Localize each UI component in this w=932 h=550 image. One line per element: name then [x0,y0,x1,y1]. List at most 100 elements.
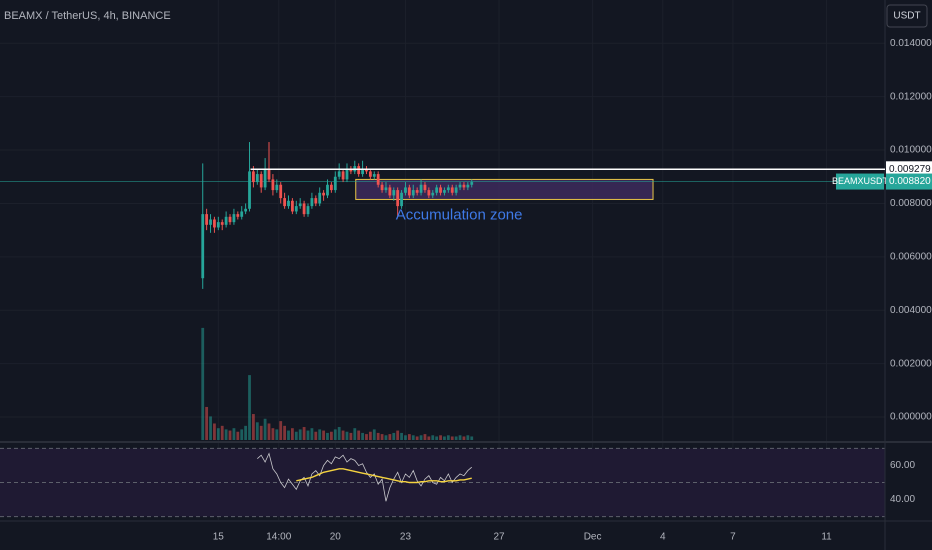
resistance-label: 0.009279 [889,164,931,175]
candle-body [314,198,318,204]
volume-bar [337,427,341,440]
candle-body [275,184,279,191]
rsi-tick-label: 60.00 [890,460,915,471]
candle-body [462,184,466,188]
candle-body [326,184,329,196]
volume-bar [205,406,209,440]
volume-bar [407,434,411,440]
candle-body [365,168,368,172]
candle-body [201,214,205,279]
candle-body [228,216,232,223]
candle-body [318,192,322,204]
volume-bar [443,436,446,440]
y-tick-label: 0.000000 [890,412,932,423]
candle-body [283,198,287,207]
volume-bar [431,435,435,440]
volume-bar [291,428,294,440]
volume-bar [333,429,337,440]
volume-bar [248,375,251,440]
y-tick-label: 0.014000 [890,38,932,49]
volume-bar [419,435,423,440]
volume-bar [466,435,470,440]
volume-bar [458,435,462,440]
candle-body [220,222,224,225]
candle-body [279,184,283,199]
volume-bar [470,436,474,440]
rsi-tick-label: 40.00 [890,494,915,505]
candle-body [392,190,396,196]
volume-bar [396,430,400,440]
candle-body [372,174,376,177]
plot [0,142,885,502]
volume-bar [349,432,353,440]
volume-bar [209,416,212,440]
x-tick-label: 23 [400,532,412,543]
candle-body [419,184,423,193]
volume-bar [353,428,357,440]
candle-body [427,190,431,196]
candle-body [205,214,209,225]
candle-body [224,216,228,225]
volume-bar [361,432,364,440]
x-tick-label: 4 [660,532,666,543]
volume-bar [326,432,329,440]
volume-bar [435,436,439,440]
volume-bar [427,436,431,440]
volume-bar [263,418,267,440]
volume-bar [411,435,415,440]
volume-bar [252,414,255,440]
volume-bar [201,327,205,440]
volume-bar [267,423,271,440]
volume-bar [216,428,220,440]
volume-bar [462,436,466,440]
candle-body [466,184,470,188]
candle-body [443,190,446,193]
candle-body [213,219,216,228]
candle-body [329,184,333,191]
candle-body [349,168,353,172]
volume-bar [220,425,224,440]
overlay: 15 14:00 20 23 27 Dec 4 7 11 0.014000 0.012000 0.01… [213,38,932,543]
volume-bar [283,425,287,440]
candle-body [236,214,240,217]
y-tick-label: 0.008000 [890,198,932,209]
y-tick-label: 0.002000 [890,358,932,369]
candle-body [380,184,384,191]
candle-body [310,198,314,207]
volume-bar [376,432,380,440]
candle-body [357,166,361,175]
currency-button[interactable] [886,4,928,28]
candle-body [454,187,458,193]
candle-body [209,219,212,225]
candle-body [267,168,271,180]
rsi-line [257,452,473,502]
volume-bar [329,431,333,440]
candle-body [400,192,403,207]
volume-bar [341,430,345,440]
volume-bar [439,435,442,440]
volume-bar [450,436,454,440]
currency-button-label[interactable]: USDT [893,11,920,22]
candle-body [263,168,267,188]
volume-bar [275,429,279,440]
volume-bar [368,431,372,440]
candle-body [345,168,349,180]
volume-bar [287,430,290,440]
symbol-label-bg [836,173,884,190]
volume-bar [357,430,361,440]
candle-body [337,171,341,177]
volume-bar [404,435,407,440]
candle-body [388,187,392,196]
volume-bar [244,425,248,440]
volume-bar [240,429,244,440]
candle-body [294,206,298,212]
candle-body [240,211,244,217]
volume-bar [365,434,368,440]
candle-body [259,174,263,188]
x-tick-label: 7 [730,532,736,543]
volume-bar [259,425,263,440]
candle-body [216,222,220,228]
candle-body [384,187,388,191]
volume-bar [384,435,388,440]
volume-bar [298,429,302,440]
